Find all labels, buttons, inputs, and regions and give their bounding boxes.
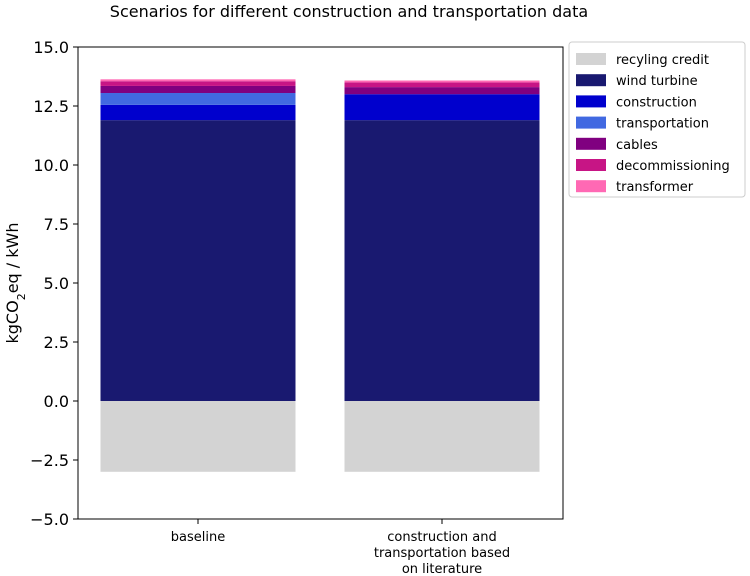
bar-decommissioning-1 [344, 82, 540, 88]
plot-area [77, 46, 564, 520]
bar-transportation-0 [100, 93, 296, 105]
bar-construction-0 [100, 104, 296, 121]
x-tick-label: transportation based [374, 546, 510, 561]
bar-wind-turbine-0 [100, 120, 296, 401]
y-tick-label: −5.0 [30, 510, 69, 529]
legend-swatch-cables [576, 137, 606, 150]
legend-label: recyling credit [616, 53, 709, 68]
chart-title: Scenarios for different construction and… [110, 2, 588, 21]
y-tick-label: 15.0 [33, 38, 69, 57]
y-tick-label: 0.0 [44, 392, 69, 411]
legend-label: construction [616, 95, 697, 110]
legend-swatch-decommissioning [576, 159, 606, 171]
legend-label: transformer [616, 180, 694, 195]
y-tick-label: −2.5 [30, 451, 69, 470]
legend-swatch-construction [576, 95, 606, 108]
legend-label: cables [616, 138, 658, 153]
bar-recyling-credit-1 [344, 401, 540, 472]
bar-decommissioning-0 [100, 81, 296, 86]
bar-cables-0 [100, 85, 296, 94]
legend-swatch-wind-turbine [576, 74, 606, 87]
legend-label: decommissioning [616, 159, 730, 174]
y-tick-label: 7.5 [44, 215, 69, 234]
bar-transformer-0 [100, 79, 296, 82]
y-tick-label: 2.5 [44, 333, 69, 352]
x-tick-label: construction and [387, 530, 496, 545]
y-axis: −5.0 −2.5 0.0 2.5 5.0 7.5 10.0 12.5 15.0 [30, 38, 78, 529]
legend-label: wind turbine [616, 74, 698, 89]
legend-swatch-transportation [576, 116, 606, 129]
y-tick-label: 5.0 [44, 274, 69, 293]
bar-recyling-credit-0 [100, 401, 296, 472]
legend: recyling credit wind turbine construction t… [568, 41, 746, 198]
bar-transformer-1 [344, 80, 540, 83]
y-tick-label: 12.5 [33, 97, 69, 116]
x-tick-label: on literature [402, 562, 482, 576]
legend-box [568, 41, 746, 198]
bar-cables-1 [344, 87, 540, 95]
legend-swatch-transformer [576, 180, 606, 193]
bar-construction-1 [344, 94, 540, 121]
bar-wind-turbine-1 [344, 120, 540, 401]
x-tick-label: baseline [171, 530, 225, 545]
legend-swatch-recyling-credit [576, 53, 606, 65]
y-axis-label: kgCO2eq / kWh [3, 223, 28, 344]
y-tick-label: 10.0 [33, 156, 69, 175]
legend-label: transportation [616, 117, 709, 132]
